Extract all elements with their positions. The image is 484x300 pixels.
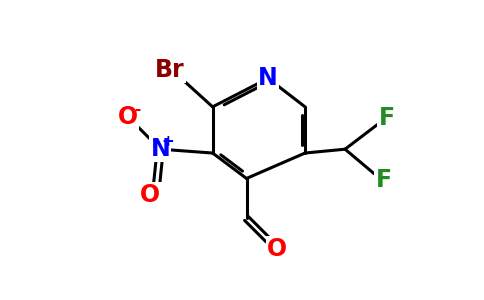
Text: O: O — [267, 237, 287, 261]
Text: O: O — [140, 183, 160, 207]
Text: Br: Br — [155, 58, 184, 82]
Text: F: F — [378, 106, 395, 130]
Text: N: N — [151, 137, 170, 161]
Text: N: N — [258, 66, 278, 90]
Text: O: O — [118, 105, 138, 129]
Text: -: - — [134, 102, 140, 117]
Text: +: + — [162, 134, 174, 149]
Text: F: F — [376, 168, 392, 192]
